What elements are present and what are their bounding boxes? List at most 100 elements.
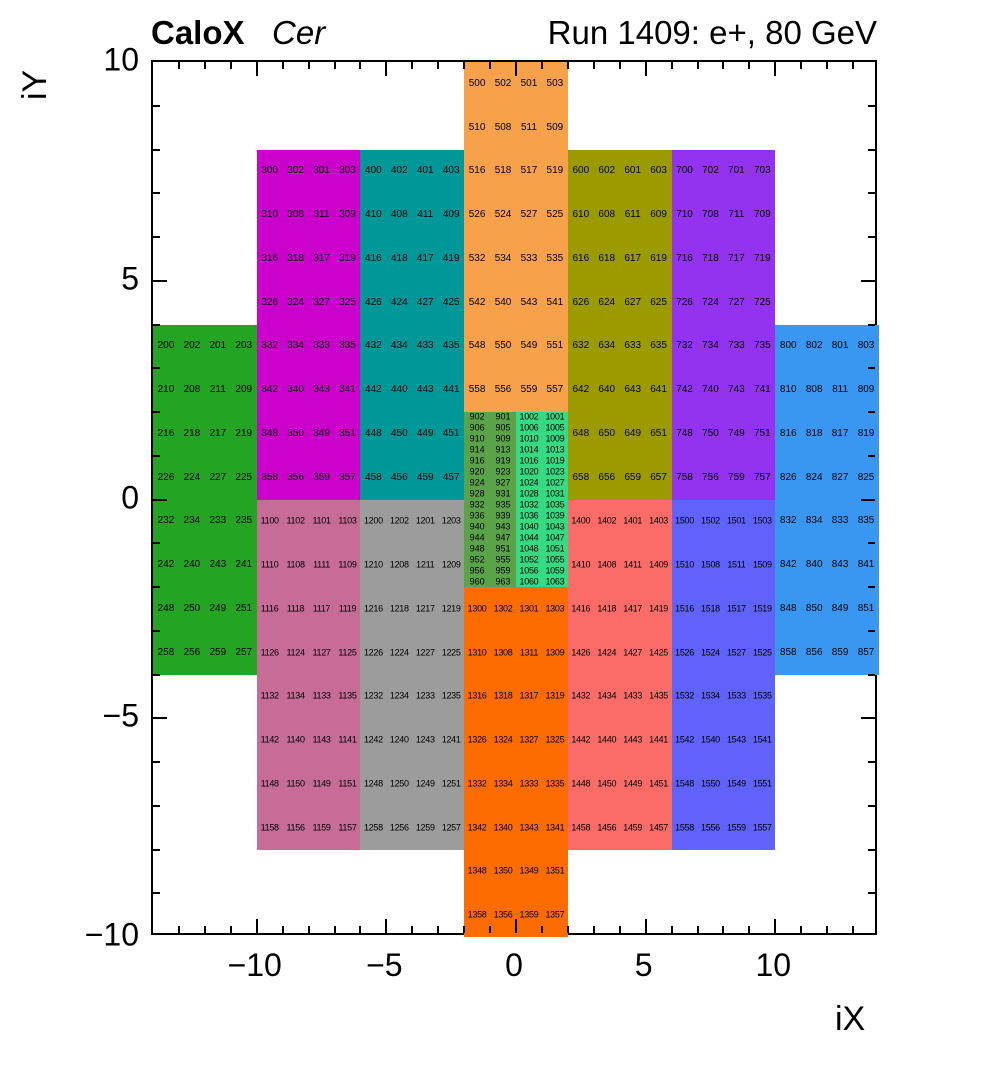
channel-cell: 1448 — [571, 778, 591, 789]
channel-cell: 209 — [235, 384, 253, 396]
channel-cell: 1502 — [701, 515, 720, 526]
channel-cell: 735 — [753, 340, 771, 352]
channel-cell: 803 — [857, 340, 875, 352]
channel-cell: 1039 — [545, 510, 565, 521]
channel-cell: 727 — [728, 296, 745, 308]
region-gray-1200 — [360, 499, 465, 850]
channel-cell: 619 — [650, 252, 667, 264]
channel-cell: 709 — [753, 209, 771, 221]
channel-cell: 1009 — [545, 433, 565, 444]
region-green-200 — [153, 324, 257, 675]
channel-cell: 1509 — [752, 559, 772, 570]
channel-cell: 849 — [831, 602, 849, 614]
channel-cell: 1226 — [363, 647, 383, 658]
channel-cell: 1459 — [623, 822, 643, 833]
axis-tick — [153, 804, 160, 807]
channel-cell: 409 — [442, 209, 460, 221]
channel-cell: 1216 — [363, 603, 383, 614]
channel-cell: 616 — [572, 252, 590, 264]
channel-cell: 617 — [624, 252, 642, 264]
channel-cell: 1159 — [312, 822, 331, 833]
channel-cell: 443 — [416, 384, 434, 396]
axis-tick — [153, 542, 160, 545]
channel-cell: 540 — [494, 296, 512, 308]
channel-cell: 1133 — [312, 690, 331, 701]
channel-cell: 534 — [494, 252, 512, 264]
channel-cell: 1259 — [415, 822, 435, 833]
channel-cell: 610 — [572, 209, 590, 221]
channel-cell: 1124 — [286, 647, 305, 658]
channel-cell: 1250 — [389, 778, 409, 789]
channel-cell: 303 — [339, 165, 356, 177]
channel-cell: 541 — [546, 296, 564, 308]
channel-cell: 1126 — [260, 647, 279, 658]
channel-cell: 226 — [157, 471, 175, 483]
channel-cell: 1456 — [597, 822, 617, 833]
channel-cell: 1020 — [519, 466, 539, 477]
axis-tick — [515, 62, 517, 76]
axis-tick — [644, 62, 647, 76]
channel-cell: 1527 — [726, 647, 746, 658]
channel-cell: 217 — [209, 427, 227, 439]
channel-cell: 710 — [676, 209, 693, 221]
channel-cell: 1402 — [597, 515, 617, 526]
axis-tick — [618, 62, 621, 69]
channel-cell: 1219 — [441, 603, 461, 614]
channel-cell: 750 — [702, 427, 719, 439]
channel-cell: 233 — [209, 515, 227, 527]
axis-tick — [868, 761, 875, 763]
channel-cell: 533 — [520, 252, 538, 264]
axis-tick — [153, 629, 160, 632]
channel-cell: 603 — [650, 165, 667, 177]
channel-cell: 1541 — [752, 734, 772, 745]
channel-cell: 519 — [546, 165, 564, 177]
channel-cell: 1427 — [623, 647, 643, 658]
axis-tick — [800, 62, 803, 69]
channel-cell: 657 — [650, 471, 667, 483]
channel-cell: 1311 — [519, 647, 539, 658]
channel-cell: 1517 — [726, 603, 746, 614]
channel-cell: 1424 — [597, 647, 617, 658]
channel-cell: 601 — [624, 165, 642, 177]
y-tick-label: −10 — [84, 916, 139, 953]
channel-cell: 1234 — [389, 690, 409, 701]
channel-cell: 1249 — [415, 778, 435, 789]
channel-cell: 559 — [520, 384, 538, 396]
channel-cell: 1043 — [545, 521, 565, 532]
channel-cell: 1111 — [313, 559, 330, 570]
channel-cell: 516 — [468, 165, 486, 177]
channel-cell: 358 — [261, 471, 279, 483]
axis-tick — [540, 62, 543, 69]
channel-cell: 350 — [287, 427, 304, 439]
channel-cell: 240 — [183, 559, 201, 571]
channel-cell: 824 — [805, 471, 823, 483]
channel-cell: 624 — [598, 296, 616, 308]
channel-cell: 1202 — [389, 515, 409, 526]
axis-tick — [255, 919, 258, 933]
channel-cell: 1301 — [519, 603, 539, 614]
channel-cell: 1044 — [519, 532, 539, 543]
axis-tick — [515, 919, 517, 933]
channel-cell: 1410 — [571, 559, 591, 570]
channel-cell: 833 — [831, 515, 849, 527]
channel-cell: 526 — [468, 209, 486, 221]
channel-cell: 402 — [390, 165, 408, 177]
axis-tick — [385, 919, 388, 933]
channel-cell: 906 — [469, 422, 485, 433]
channel-cell: 1416 — [571, 603, 591, 614]
channel-cell: 333 — [313, 340, 330, 352]
channel-cell: 502 — [494, 77, 512, 89]
channel-cell: 642 — [572, 384, 590, 396]
channel-cell: 1316 — [467, 690, 487, 701]
channel-cell: 1556 — [701, 822, 720, 833]
y-axis-title: iY — [16, 69, 54, 100]
channel-cell: 963 — [495, 576, 511, 587]
channel-cell: 1357 — [545, 909, 565, 920]
channel-cell: 1501 — [726, 515, 746, 526]
channel-cell: 834 — [805, 515, 823, 527]
channel-cell: 757 — [753, 471, 771, 483]
channel-cell: 450 — [390, 427, 408, 439]
channel-cell: 224 — [183, 471, 201, 483]
channel-cell: 611 — [624, 209, 641, 221]
channel-cell: 625 — [650, 296, 667, 308]
